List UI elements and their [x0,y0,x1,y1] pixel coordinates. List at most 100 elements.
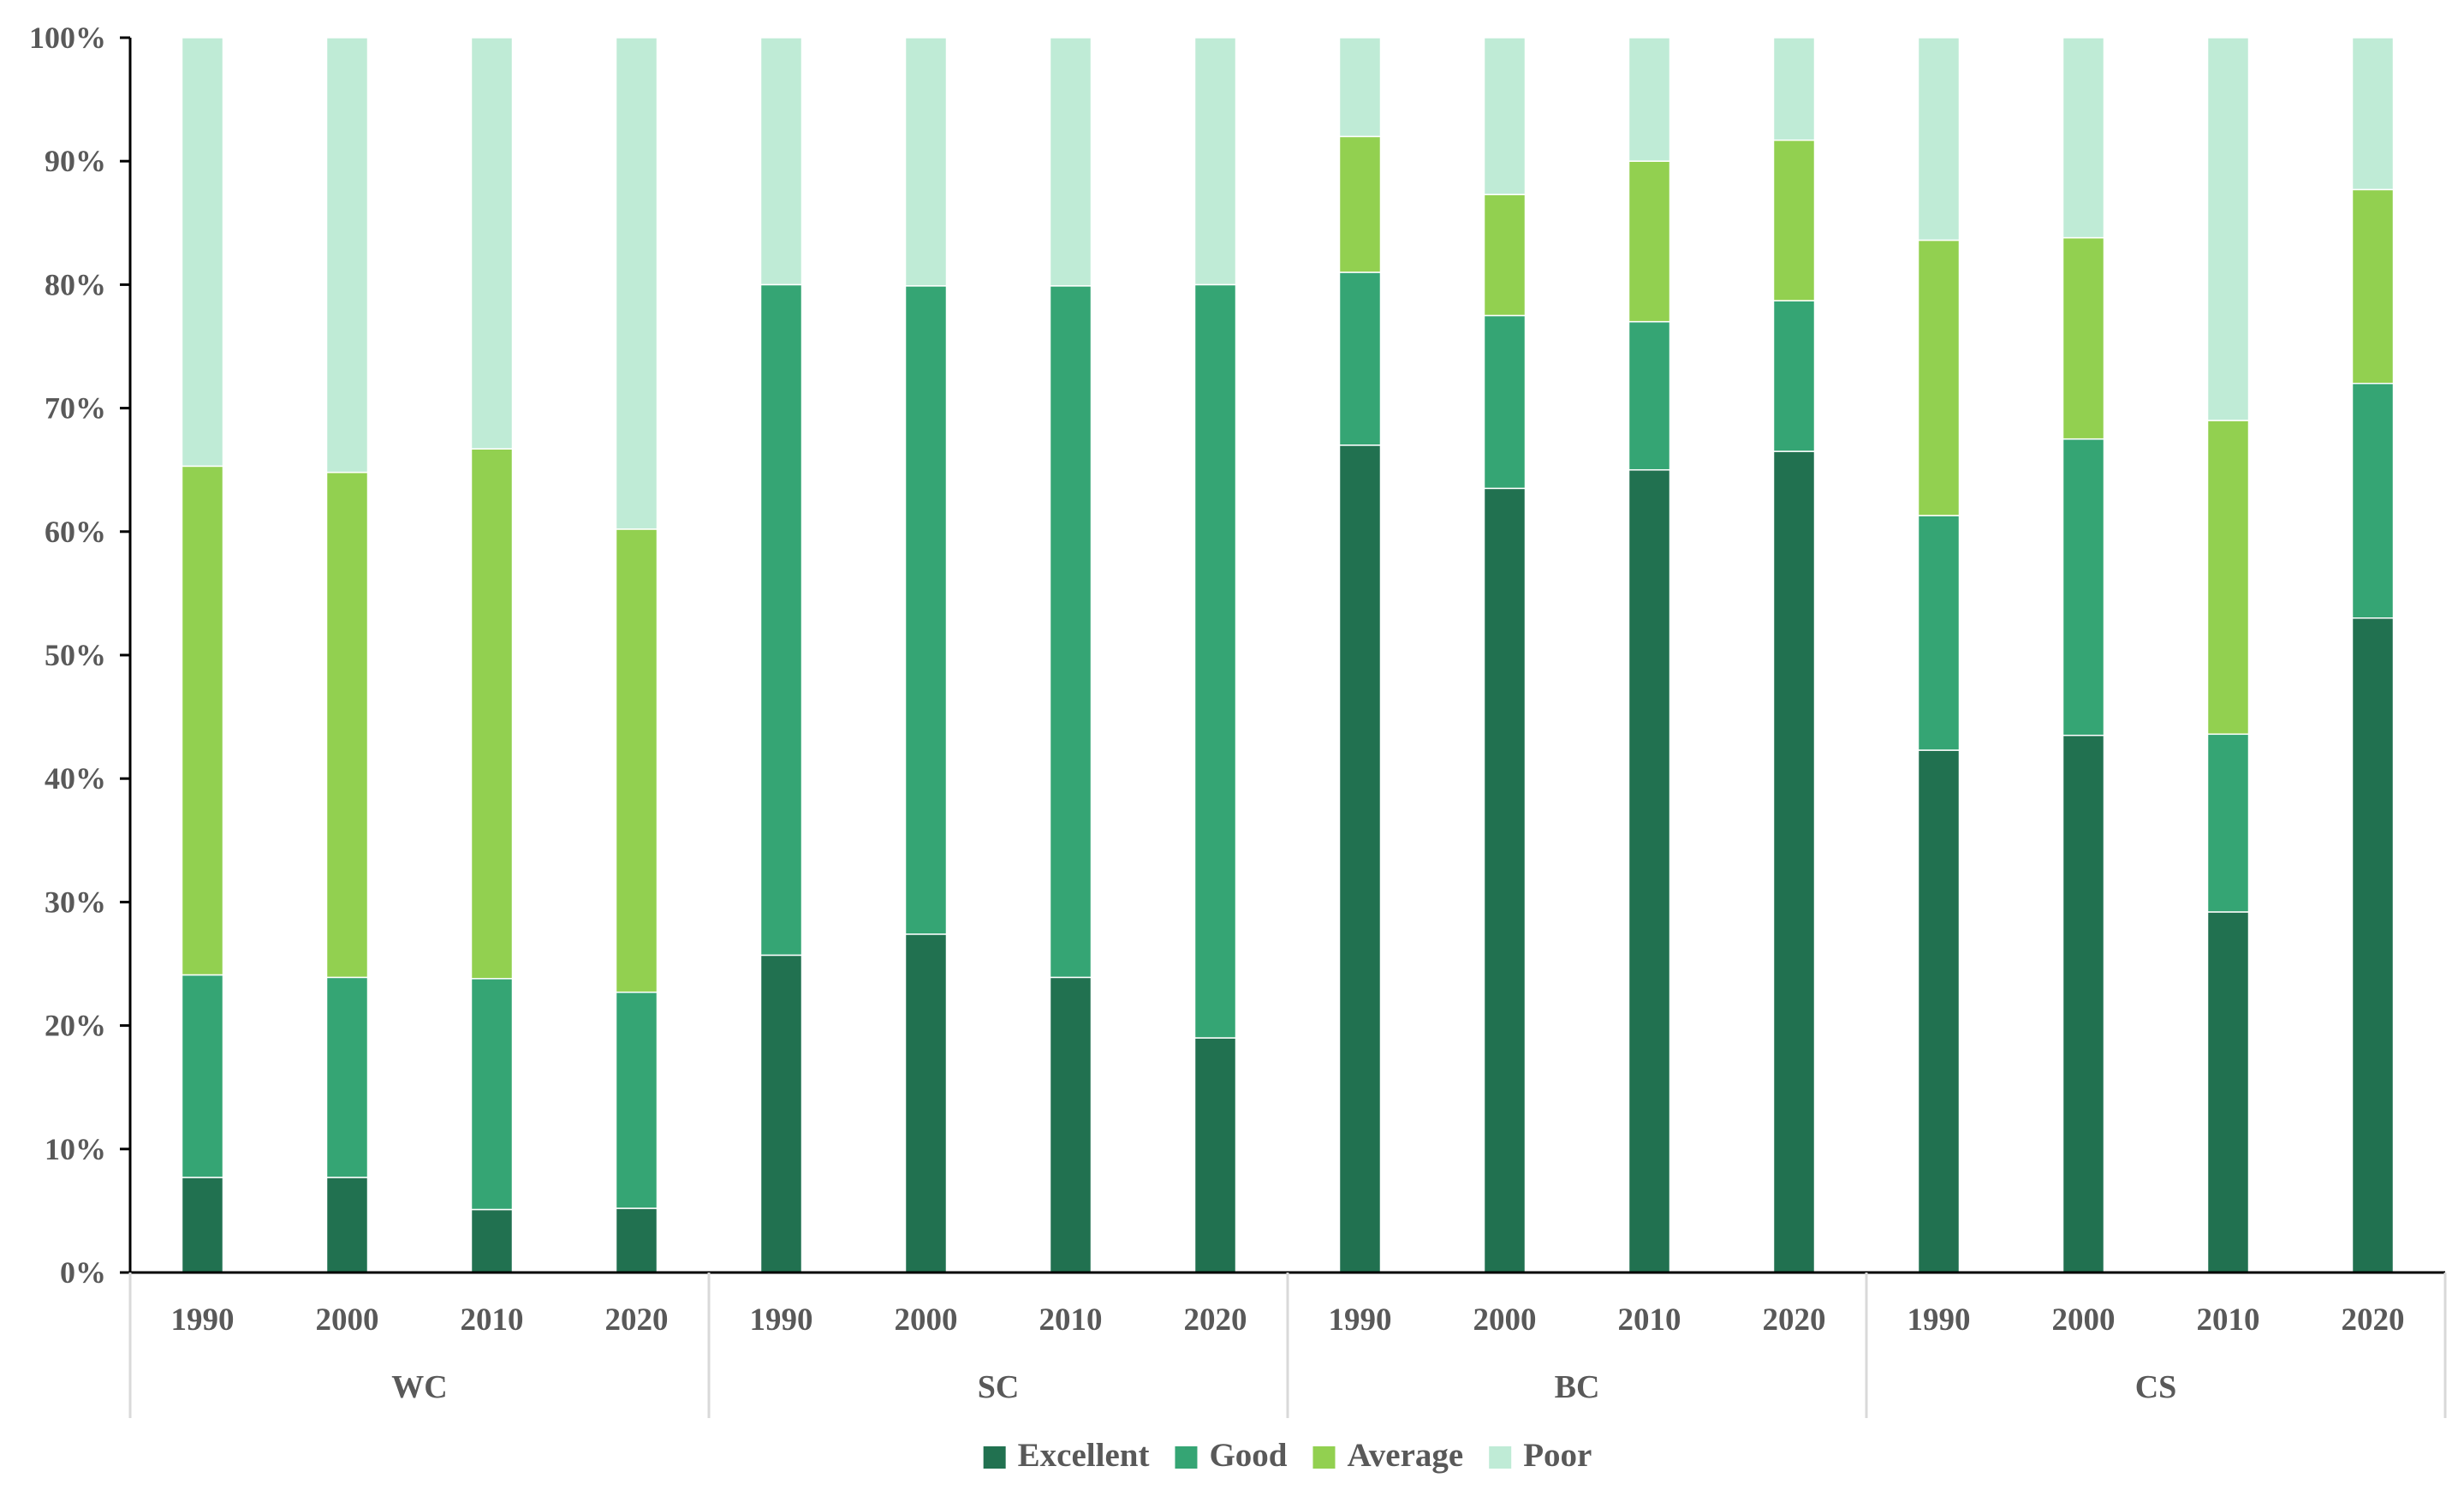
bar-wc-1990-poor [181,37,224,468]
bar-cs-2020-excellent [2351,617,2395,1273]
bar-wc-2010-excellent [470,1208,514,1273]
bar-sc-1990-excellent [759,954,803,1273]
x-tick-label: 2010 [1039,1302,1103,1338]
x-tick-label: 1990 [1329,1302,1392,1338]
bar-sc-1990-poor [759,37,803,286]
bar-wc-1990-excellent [181,1177,224,1273]
y-tick-label: 80% [45,267,106,301]
x-tick-label: 1990 [750,1302,813,1338]
bar-cs-2000-good [2062,438,2105,736]
bar-sc-2020-excellent [1193,1037,1237,1273]
bar-bc-2020-poor [1772,37,1816,141]
y-tick-label: 70% [45,391,106,426]
bar-bc-2020-average [1772,139,1816,301]
legend-swatch [1489,1446,1512,1469]
bar-cs-1990-average [1917,239,1961,516]
group-label-bc: BC [1555,1369,1600,1405]
bar-bc-2000-good [1483,314,1527,490]
bar-wc-2010-average [470,448,514,980]
legend-item-average: Average [1312,1437,1463,1474]
legend-item-excellent: Excellent [983,1437,1150,1474]
x-tick-label: 2020 [1184,1302,1247,1338]
bar-cs-2000-poor [2062,37,2105,239]
legend-item-poor: Poor [1489,1437,1592,1474]
legend-label: Excellent [1018,1437,1150,1474]
bar-cs-1990-good [1917,515,1961,751]
bar-sc-2010-good [1049,285,1092,979]
bar-wc-2020-excellent [615,1207,658,1273]
bar-wc-2000-good [325,976,369,1178]
bar-bc-2020-good [1772,300,1816,452]
bar-bc-2000-poor [1483,37,1527,195]
x-tick-label: 1990 [171,1302,235,1338]
bar-wc-2010-poor [470,37,514,450]
y-tick-label: 50% [45,638,106,672]
bar-wc-2020-average [615,528,658,993]
bar-cs-2010-excellent [2206,911,2250,1273]
x-tick-label: 2000 [2052,1302,2116,1338]
bar-bc-2010-average [1628,160,1671,323]
bar-sc-2000-poor [904,37,948,287]
x-tick-label: 2000 [1473,1302,1537,1338]
bar-cs-2010-average [2206,420,2250,736]
bar-sc-2000-good [904,285,948,935]
group-label-cs: CS [2135,1369,2177,1405]
bar-cs-2000-average [2062,236,2105,440]
x-tick-label: 2020 [2342,1302,2405,1338]
bar-wc-1990-average [181,465,224,976]
bar-sc-2010-excellent [1049,976,1092,1273]
axes-layer [120,36,2447,1418]
bar-cs-2010-poor [2206,37,2250,421]
bar-wc-2010-good [470,978,514,1211]
bar-sc-2020-good [1193,283,1237,1039]
bar-bc-1990-poor [1338,37,1382,138]
x-tick-label: 2010 [2197,1302,2260,1338]
y-tick-label: 20% [45,1009,106,1043]
legend-label: Poor [1523,1437,1592,1474]
legend-swatch [1175,1446,1198,1469]
bar-bc-2010-poor [1628,37,1671,162]
bar-bc-2020-excellent [1772,450,1816,1273]
bar-bc-1990-good [1338,271,1382,446]
bar-bc-1990-average [1338,135,1382,273]
y-tick-label: 40% [45,761,106,796]
legend-item-good: Good [1175,1437,1288,1474]
y-tick-label: 90% [45,144,106,178]
bar-sc-2020-poor [1193,37,1237,286]
legend: Excellent Good Average Poor [983,1437,1592,1474]
bar-bc-2000-average [1483,194,1527,317]
bar-cs-2020-average [2351,188,2395,384]
bar-bc-1990-excellent [1338,444,1382,1273]
legend-label: Average [1347,1437,1463,1474]
bar-bc-2010-excellent [1628,468,1671,1273]
group-label-sc: SC [978,1369,1020,1405]
bar-cs-1990-poor [1917,37,1961,241]
y-tick-label: 10% [45,1132,106,1166]
y-tick-label: 30% [45,885,106,919]
legend-swatch [1312,1446,1336,1469]
y-tick-label: 100% [29,21,106,55]
bar-wc-1990-good [181,974,224,1178]
bar-cs-2020-poor [2351,37,2395,191]
bar-cs-2020-good [2351,383,2395,619]
bar-bc-2000-excellent [1483,487,1527,1273]
x-tick-label: 2020 [1763,1302,1826,1338]
bar-bc-2010-good [1628,320,1671,471]
bar-wc-2000-poor [325,37,369,474]
legend-swatch [983,1446,1006,1469]
bar-cs-2010-good [2206,733,2250,913]
bar-wc-2000-excellent [325,1177,369,1273]
bar-cs-2000-excellent [2062,734,2105,1273]
group-label-wc: WC [391,1369,447,1405]
x-tick-label: 2000 [895,1302,958,1338]
bars-layer [181,37,2395,1273]
y-tick-label: 60% [45,515,106,549]
bar-sc-1990-good [759,283,803,957]
bar-sc-2000-excellent [904,933,948,1273]
bar-wc-2020-poor [615,37,658,530]
bar-wc-2020-good [615,991,658,1209]
x-tick-label: 2010 [461,1302,524,1338]
y-tick-label: 0% [60,1255,106,1290]
x-tick-label: 2000 [316,1302,379,1338]
